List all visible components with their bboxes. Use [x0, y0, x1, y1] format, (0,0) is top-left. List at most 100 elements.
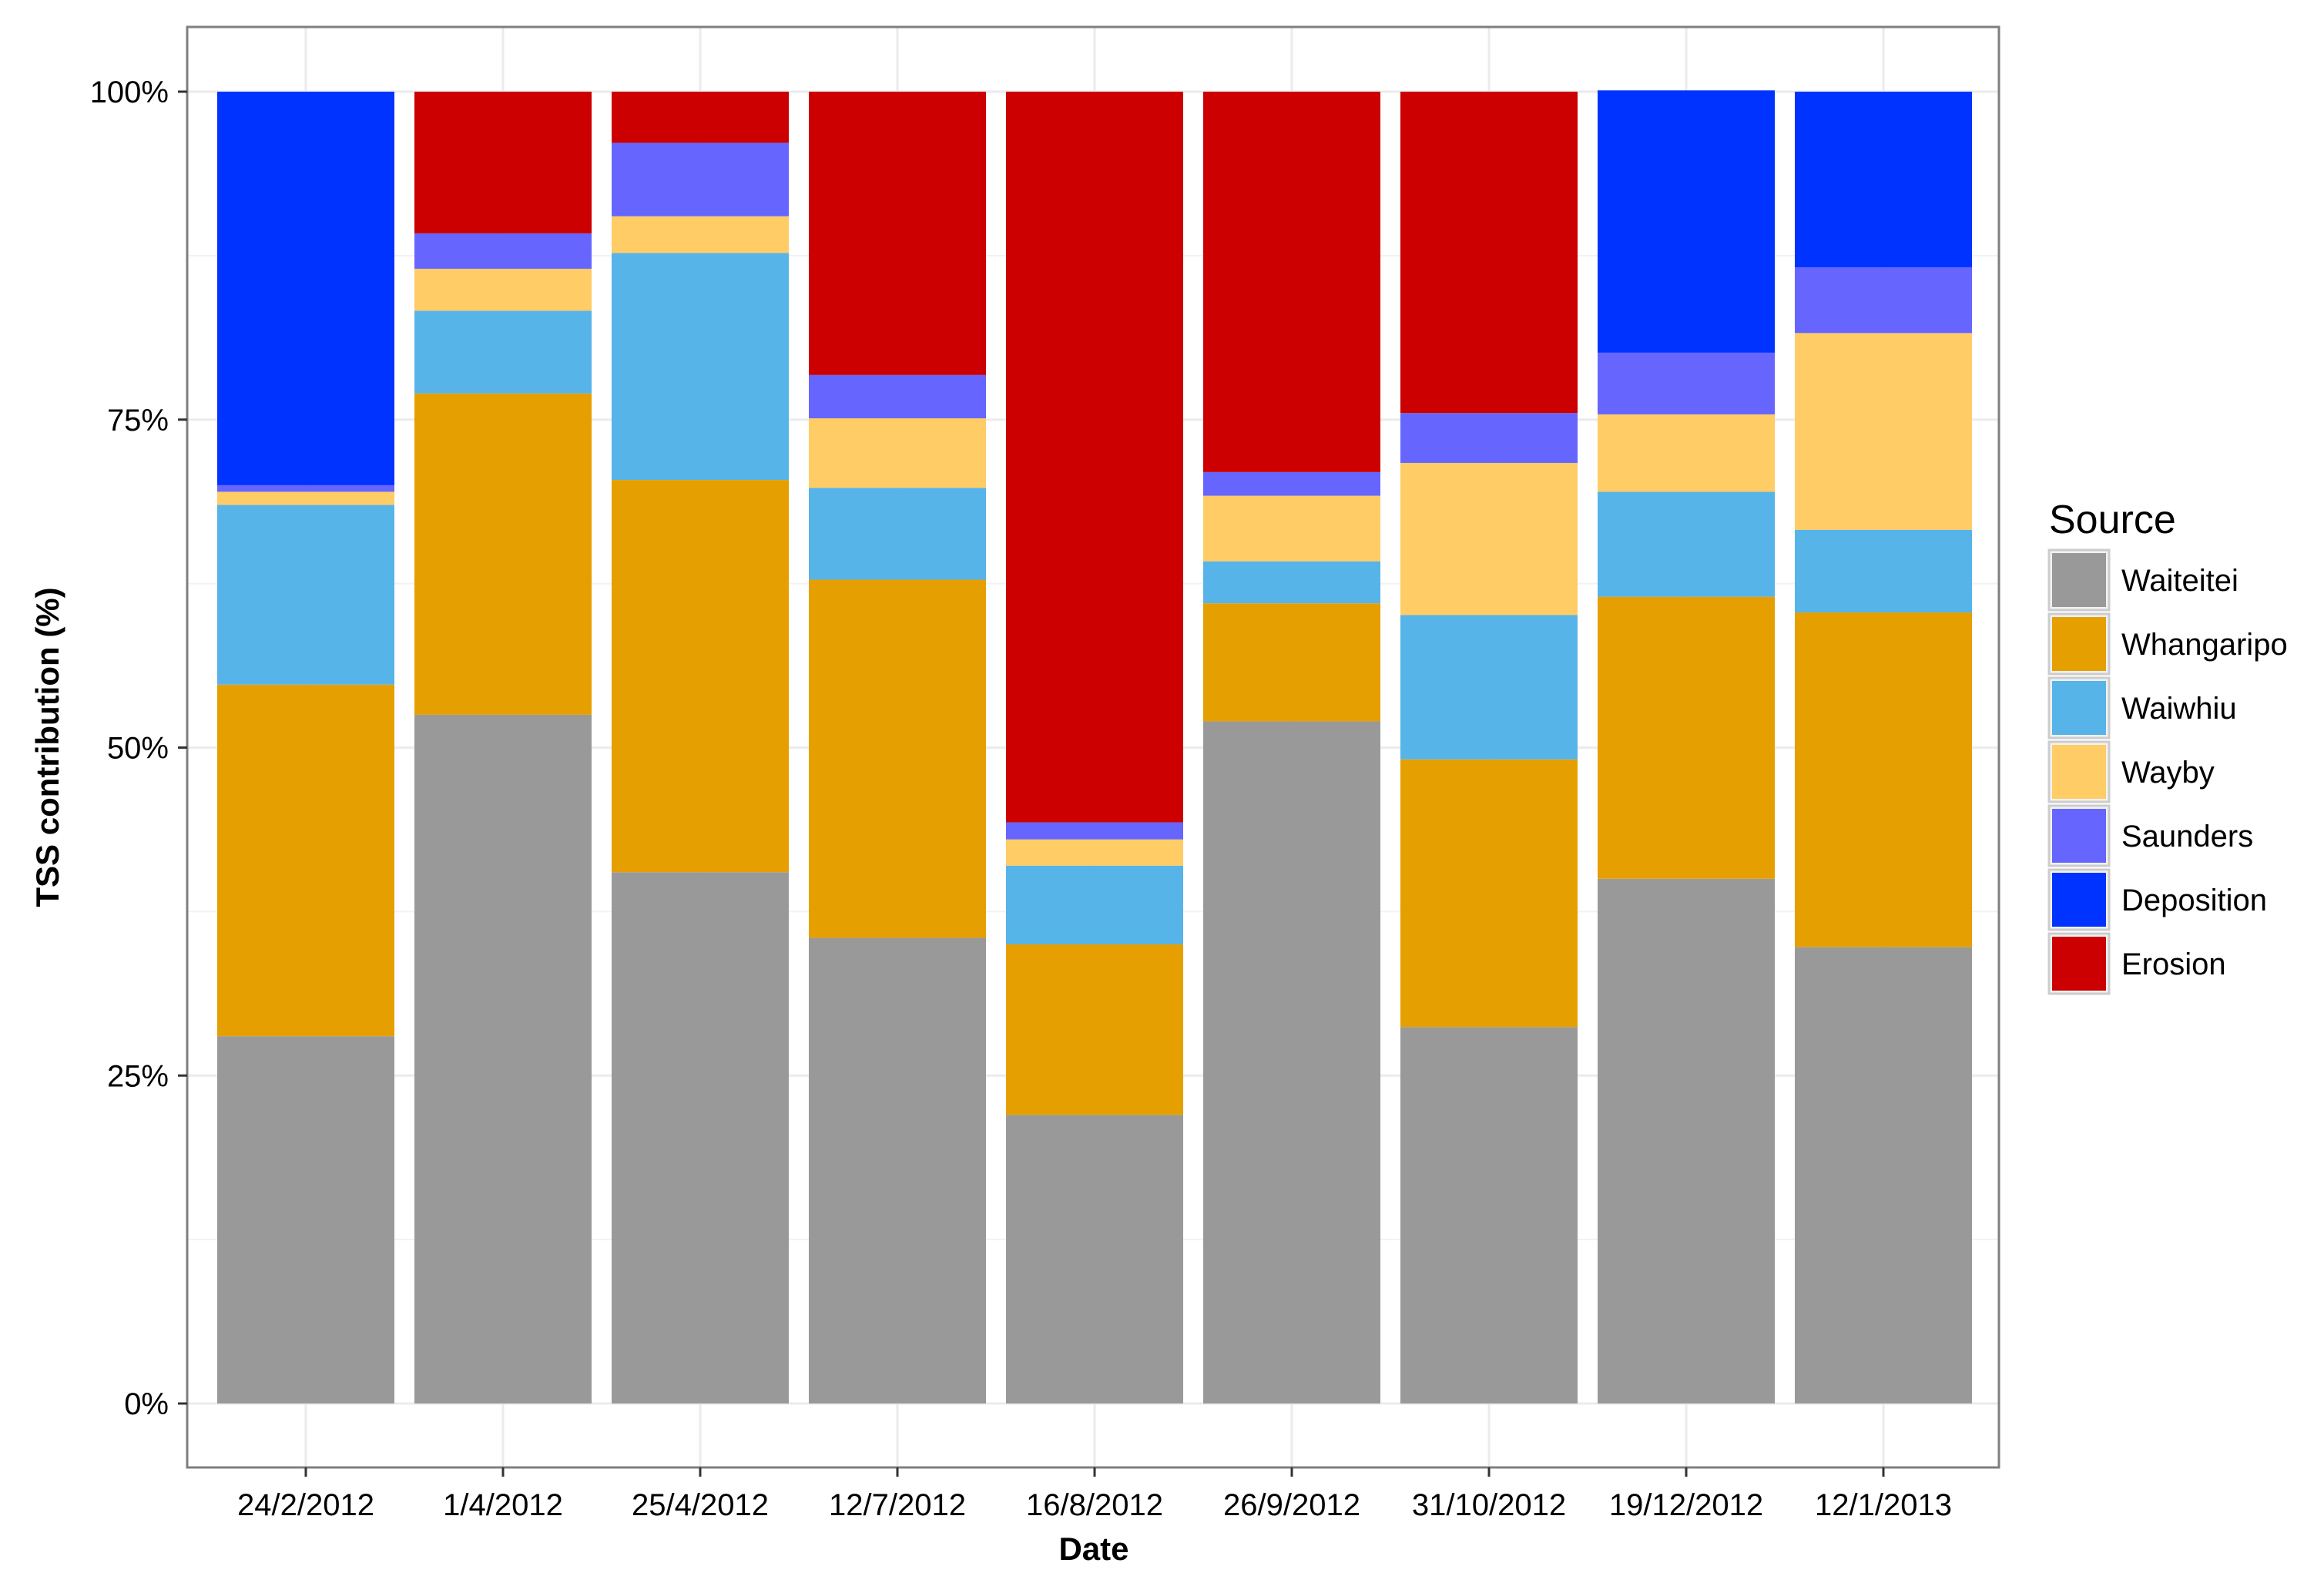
bar-segment — [1400, 615, 1578, 760]
bar-segment — [1203, 561, 1380, 604]
bar-stack — [1598, 90, 1775, 1404]
bar-segment — [1006, 944, 1183, 1115]
bar-segment — [1006, 865, 1183, 944]
bar-segment — [612, 480, 789, 873]
bar-segment — [1400, 1027, 1578, 1404]
bar-segment — [414, 268, 592, 311]
bar-segment — [414, 714, 592, 1404]
bars — [217, 90, 1972, 1404]
y-tick-label: 25% — [107, 1059, 169, 1093]
bar-segment — [1795, 267, 1972, 334]
y-tick-label: 0% — [124, 1387, 169, 1421]
legend-item: Erosion — [2047, 932, 2226, 995]
bar-segment — [414, 393, 592, 715]
bar-stack — [1400, 92, 1578, 1404]
bar-segment — [217, 1036, 394, 1404]
bar-segment — [414, 92, 592, 233]
bar-segment — [414, 233, 592, 269]
x-tick-label: 12/1/2013 — [1815, 1488, 1952, 1522]
bar-segment — [1006, 92, 1183, 823]
bar-segment — [612, 216, 789, 253]
y-axis: 0% 25% 50% 75% 100% — [90, 75, 187, 1421]
bar-segment — [809, 488, 986, 580]
bar-stack — [612, 92, 789, 1404]
legend-item: Wayby — [2047, 740, 2215, 803]
y-axis-title: TSS contribution (%) — [29, 587, 65, 907]
bar-segment — [809, 92, 986, 375]
bar-segment — [1598, 491, 1775, 597]
bar-segment — [1203, 603, 1380, 722]
bar-segment — [1598, 414, 1775, 492]
bar-segment — [1795, 612, 1972, 947]
legend-key-swatch — [2052, 809, 2106, 863]
bar-segment — [612, 143, 789, 216]
bar-segment — [1598, 596, 1775, 879]
legend-label: Deposition — [2121, 884, 2267, 917]
legend-label: Waiteitei — [2121, 564, 2238, 598]
legend-label: Whangaripo — [2121, 628, 2288, 662]
x-tick-label: 16/8/2012 — [1026, 1488, 1163, 1522]
legend-label: Erosion — [2121, 947, 2226, 981]
bar-segment — [217, 505, 394, 685]
legend-key-swatch — [2052, 937, 2106, 991]
legend: Source Waiteitei Whangaripo Waiwhiu Wayby Sa… — [2047, 498, 2288, 995]
bar-segment — [1795, 333, 1972, 530]
bar-segment — [217, 491, 394, 505]
legend-key-swatch — [2052, 873, 2106, 927]
bar-segment — [809, 579, 986, 938]
bar-segment — [1203, 721, 1380, 1404]
bar-segment — [1203, 92, 1380, 472]
x-tick-label: 31/10/2012 — [1412, 1488, 1566, 1522]
x-axis: 24/2/2012 1/4/2012 25/4/2012 12/7/2012 16/8/… — [237, 1467, 1952, 1522]
bar-segment — [809, 937, 986, 1404]
x-axis-title: Date — [1058, 1531, 1128, 1567]
x-tick-label: 25/4/2012 — [632, 1488, 769, 1522]
bar-stack — [1795, 92, 1972, 1404]
legend-item: Saunders — [2047, 804, 2253, 867]
bar-segment — [1203, 471, 1380, 496]
legend-title: Source — [2049, 498, 2176, 542]
bar-segment — [1598, 352, 1775, 414]
legend-item: Waiwhiu — [2047, 676, 2237, 739]
bar-segment — [217, 485, 394, 492]
legend-key-swatch — [2052, 745, 2106, 799]
legend-item: Deposition — [2047, 868, 2267, 931]
bar-segment — [1400, 413, 1578, 463]
bar-segment — [809, 374, 986, 419]
legend-item: Whangaripo — [2047, 612, 2288, 676]
bar-segment — [1006, 822, 1183, 840]
bar-segment — [1598, 878, 1775, 1404]
bar-segment — [612, 92, 789, 143]
y-tick-label: 100% — [90, 75, 169, 109]
bar-stack — [1203, 92, 1380, 1404]
bar-segment — [1400, 92, 1578, 414]
bar-segment — [1795, 92, 1972, 268]
bar-segment — [217, 92, 394, 485]
legend-key-swatch — [2052, 681, 2106, 735]
bar-segment — [414, 310, 592, 394]
legend-label: Waiwhiu — [2121, 692, 2237, 726]
x-tick-label: 19/12/2012 — [1609, 1488, 1763, 1522]
bar-segment — [809, 418, 986, 488]
legend-label: Wayby — [2121, 756, 2215, 790]
bar-segment — [612, 253, 789, 481]
legend-item: Waiteitei — [2047, 548, 2238, 612]
x-tick-label: 12/7/2012 — [829, 1488, 966, 1522]
legend-label: Saunders — [2121, 820, 2253, 854]
y-tick-label: 50% — [107, 732, 169, 766]
bar-segment — [1006, 839, 1183, 866]
y-tick-label: 75% — [107, 404, 169, 438]
bar-stack — [809, 92, 986, 1404]
bar-stack — [414, 92, 592, 1404]
x-tick-label: 26/9/2012 — [1223, 1488, 1360, 1522]
x-tick-label: 1/4/2012 — [443, 1488, 563, 1522]
bar-segment — [612, 872, 789, 1404]
bar-stack — [217, 92, 394, 1404]
x-tick-label: 24/2/2012 — [237, 1488, 374, 1522]
legend-key-swatch — [2052, 617, 2106, 671]
legend-key-swatch — [2052, 553, 2106, 607]
bar-segment — [1795, 947, 1972, 1404]
bar-segment — [1006, 1115, 1183, 1404]
bar-segment — [1795, 529, 1972, 613]
